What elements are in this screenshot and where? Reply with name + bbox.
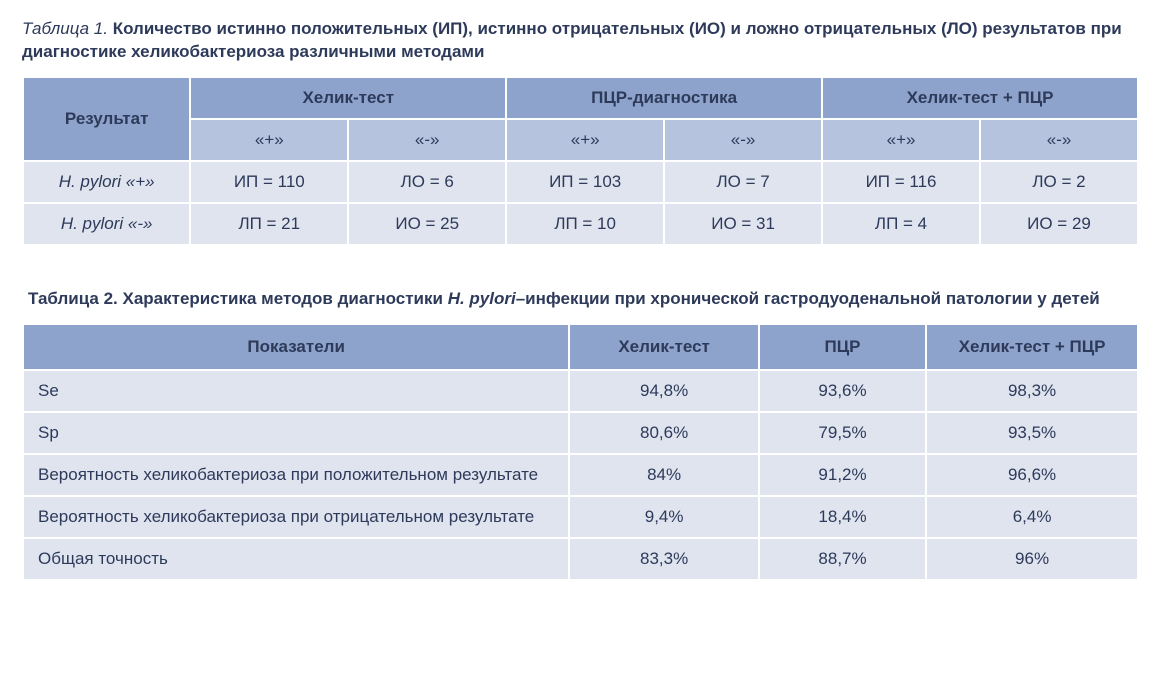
table1-title: Таблица 1. Количество истинно положитель… (22, 18, 1139, 64)
table1-cell: ЛП = 10 (506, 203, 664, 245)
table1-cell: ИП = 116 (822, 161, 980, 203)
table2-cell: Вероятность хеликобактериоза при отрицат… (23, 496, 569, 538)
table1-row-1-label: H. pylori «-» (23, 203, 190, 245)
table2-title: Таблица 2. Характеристика методов диагно… (28, 288, 1139, 311)
table2-cell: 96,6% (926, 454, 1138, 496)
table1-row-1: H. pylori «-» ЛП = 21 ИО = 25 ЛП = 10 ИО… (23, 203, 1138, 245)
table2-cell: Вероятность хеликобактериоза при положит… (23, 454, 569, 496)
table1-cell: ИП = 103 (506, 161, 664, 203)
table1-sub-0p: «+» (190, 119, 348, 161)
table1-h-method-2: Хелик-тест + ПЦР (822, 77, 1138, 119)
table2-row-4: Общая точность 83,3% 88,7% 96% (23, 538, 1138, 580)
table2-cell: Sp (23, 412, 569, 454)
table1-cell: ЛО = 6 (348, 161, 506, 203)
table2-title-b: –инфекции при хронической гастродуоденал… (516, 289, 1100, 308)
table2-cell: 84% (569, 454, 759, 496)
table1-cell: ИП = 110 (190, 161, 348, 203)
table2-title-prefix: Таблица 2. (28, 289, 122, 308)
table2-cell: 98,3% (926, 370, 1138, 412)
table1-cell: ЛО = 7 (664, 161, 822, 203)
table2-cell: 18,4% (759, 496, 926, 538)
table1-cell: ИО = 25 (348, 203, 506, 245)
table2-h-2: ПЦР (759, 324, 926, 370)
table1-h-method-0: Хелик-тест (190, 77, 506, 119)
table1-header-row2: «+» «-» «+» «-» «+» «-» (23, 119, 1138, 161)
table2-cell: Общая точность (23, 538, 569, 580)
table2-h-3: Хелик-тест + ПЦР (926, 324, 1138, 370)
table2-cell: 9,4% (569, 496, 759, 538)
table2-cell: 93,6% (759, 370, 926, 412)
table1-cell: ЛП = 21 (190, 203, 348, 245)
table2-cell: 91,2% (759, 454, 926, 496)
table2-row-0: Se 94,8% 93,6% 98,3% (23, 370, 1138, 412)
table2-cell: 83,3% (569, 538, 759, 580)
table2-row-3: Вероятность хеликобактериоза при отрицат… (23, 496, 1138, 538)
table1-cell: ЛО = 2 (980, 161, 1138, 203)
table2: Показатели Хелик-тест ПЦР Хелик-тест + П… (22, 323, 1139, 581)
table1-cell: ИО = 29 (980, 203, 1138, 245)
table1-title-prefix: Таблица 1. (22, 19, 108, 38)
table1: Результат Хелик-тест ПЦР-диагностика Хел… (22, 76, 1139, 246)
table1-row-0: H. pylori «+» ИП = 110 ЛО = 6 ИП = 103 Л… (23, 161, 1138, 203)
table2-cell: 96% (926, 538, 1138, 580)
table2-row-1: Sp 80,6% 79,5% 93,5% (23, 412, 1138, 454)
table1-sub-0m: «-» (348, 119, 506, 161)
table2-cell: 93,5% (926, 412, 1138, 454)
table1-title-text: Количество истинно положительных (ИП), и… (22, 19, 1122, 61)
table2-cell: 88,7% (759, 538, 926, 580)
table1-row-0-label: H. pylori «+» (23, 161, 190, 203)
table1-sub-1m: «-» (664, 119, 822, 161)
table1-cell: ИО = 31 (664, 203, 822, 245)
table1-sub-2p: «+» (822, 119, 980, 161)
table1-sub-1p: «+» (506, 119, 664, 161)
table1-cell: ЛП = 4 (822, 203, 980, 245)
table2-cell: 79,5% (759, 412, 926, 454)
table2-cell: 80,6% (569, 412, 759, 454)
table1-h-result: Результат (23, 77, 190, 161)
table1-h-method-1: ПЦР-диагностика (506, 77, 822, 119)
table1-header-row1: Результат Хелик-тест ПЦР-диагностика Хел… (23, 77, 1138, 119)
table2-h-1: Хелик-тест (569, 324, 759, 370)
table1-sub-2m: «-» (980, 119, 1138, 161)
table2-row-2: Вероятность хеликобактериоза при положит… (23, 454, 1138, 496)
table2-cell: 94,8% (569, 370, 759, 412)
table2-cell: 6,4% (926, 496, 1138, 538)
table2-title-species: H. pylori (448, 289, 516, 308)
table2-header-row: Показатели Хелик-тест ПЦР Хелик-тест + П… (23, 324, 1138, 370)
table2-h-0: Показатели (23, 324, 569, 370)
table2-cell: Se (23, 370, 569, 412)
table2-title-a: Характеристика методов диагностики (122, 289, 447, 308)
